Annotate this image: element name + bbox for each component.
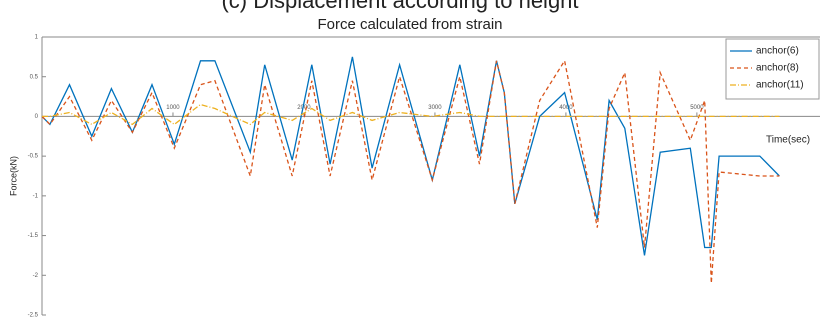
- y-axis-label: Force(kN): [8, 156, 18, 196]
- legend-label: anchor(11): [756, 80, 804, 91]
- y-tick-label: -2: [33, 273, 39, 279]
- y-tick-label: 1: [35, 35, 39, 41]
- x-tick-label: 3000: [428, 105, 442, 111]
- y-tick-label: -1.5: [28, 233, 39, 239]
- legend-label: anchor(8): [756, 63, 799, 74]
- series-line: [41, 56, 780, 256]
- x-tick-label: 2000: [297, 105, 311, 111]
- x-tick-label: 1000: [166, 105, 180, 111]
- series-line: [42, 103, 780, 126]
- y-tick-label: -0.5: [28, 154, 39, 160]
- series-line: [41, 59, 780, 284]
- chart-title: Force calculated from strain: [317, 16, 502, 33]
- legend-label: anchor(6): [756, 46, 799, 57]
- x-tick-label: 4000: [559, 105, 573, 111]
- y-tick-label: 0.5: [30, 74, 39, 80]
- legend-box: [725, 38, 820, 100]
- x-tick-label: 5000: [690, 105, 704, 111]
- chart-supertitle: (c) Displacement according to height: [221, 0, 578, 13]
- y-tick-label: -2.5: [28, 313, 39, 319]
- y-tick-label: 0: [35, 114, 39, 120]
- x-axis-label: Time(sec): [766, 135, 810, 146]
- y-tick-label: -1: [33, 193, 39, 199]
